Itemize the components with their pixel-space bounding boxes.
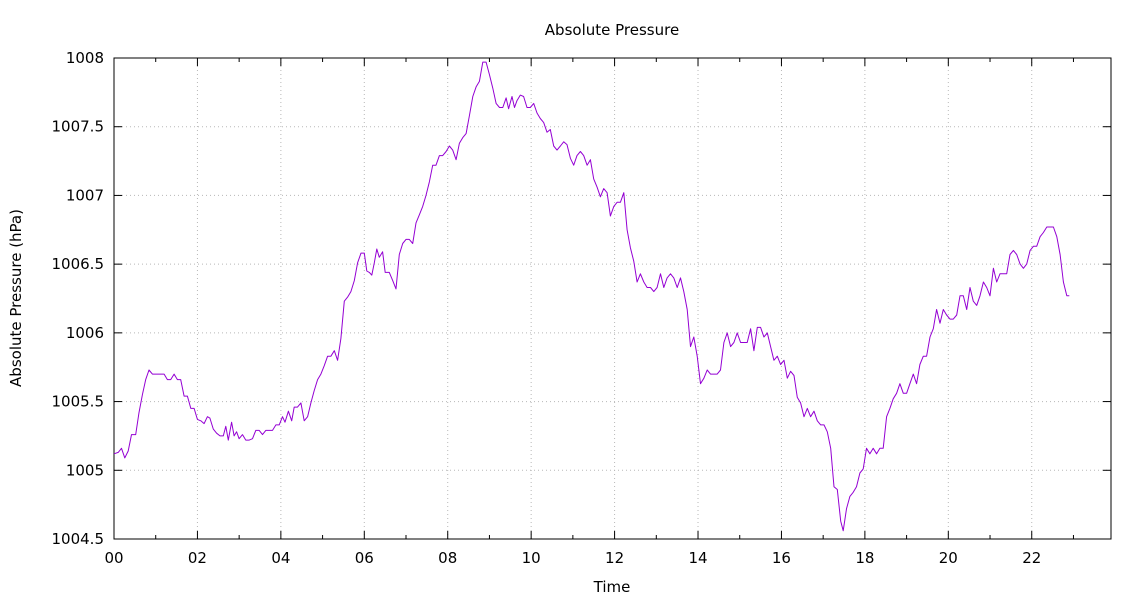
y-tick-label: 1007.5 [52, 118, 105, 136]
x-tick-label: 04 [271, 549, 290, 567]
plot-frame [113, 57, 1112, 540]
series-line-pressure [113, 61, 1070, 532]
chart-title: Absolute Pressure [545, 21, 679, 39]
x-tick-label: 02 [188, 549, 207, 567]
y-tick-label: 1008 [66, 49, 104, 67]
x-tick-label: 08 [438, 549, 457, 567]
series-layer [113, 61, 1070, 532]
y-tick-label: 1006.5 [52, 255, 105, 273]
axis-ticks: 1004.510051005.510061006.510071007.51008… [52, 49, 1111, 567]
x-tick-label: 10 [522, 549, 541, 567]
x-tick-label: 16 [772, 549, 791, 567]
y-tick-label: 1007 [66, 186, 104, 204]
y-tick-label: 1006 [66, 324, 104, 342]
y-tick-label: 1004.5 [52, 530, 105, 548]
x-tick-label: 20 [939, 549, 958, 567]
x-tick-label: 18 [855, 549, 874, 567]
x-axis-label: Time [593, 578, 631, 596]
x-tick-label: 12 [605, 549, 624, 567]
x-tick-label: 22 [1022, 549, 1041, 567]
y-axis-label: Absolute Pressure (hPa) [7, 209, 25, 387]
y-tick-label: 1005.5 [52, 393, 105, 411]
y-tick-label: 1005 [66, 461, 104, 479]
x-tick-label: 14 [688, 549, 707, 567]
x-tick-label: 06 [355, 549, 374, 567]
x-tick-label: 00 [104, 549, 123, 567]
grid-lines [114, 58, 1111, 539]
